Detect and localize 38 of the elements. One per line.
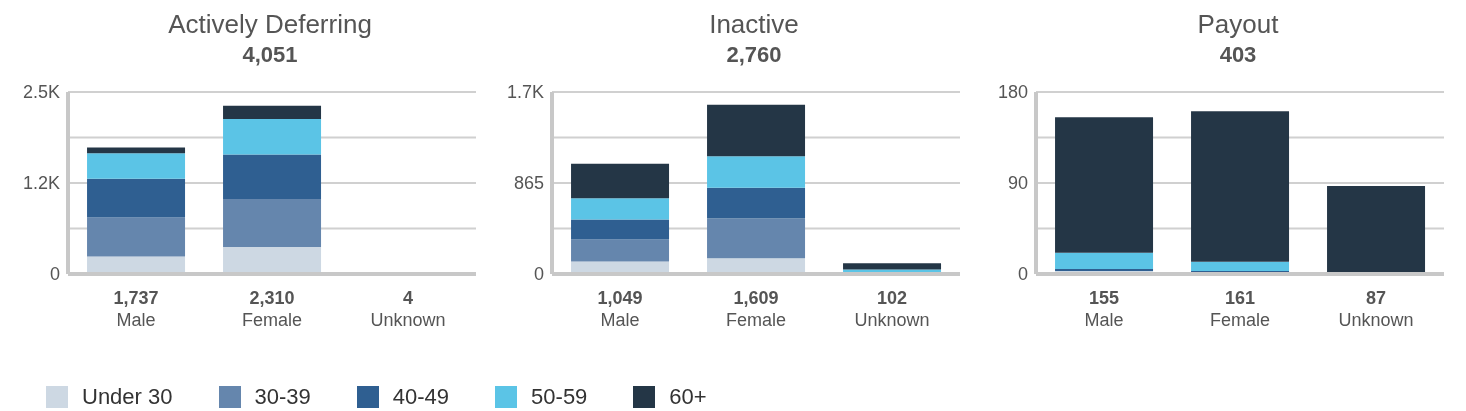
y-tick-label: 1.7K — [506, 82, 544, 103]
x-tick-label: Female — [241, 310, 303, 330]
legend-label: Under 30 — [82, 384, 173, 410]
y-tick-label: 0 — [49, 264, 60, 285]
x-tick-label: Female — [1209, 310, 1271, 330]
x-tick-label: Male — [600, 310, 640, 330]
total-label: 161 — [1224, 288, 1256, 308]
x-tick-label: Unknown — [370, 310, 446, 330]
total-label: 4 — [402, 288, 414, 308]
x-tick-label: Male — [1084, 310, 1124, 330]
y-tick-label: 180 — [997, 82, 1028, 103]
legend-label: 30-39 — [254, 384, 311, 410]
chart-subtitle: 4,051 — [241, 41, 299, 69]
x-tick-label: Male — [116, 310, 156, 330]
y-tick-label: 0 — [1017, 264, 1028, 285]
total-label: 1,737 — [113, 288, 159, 308]
legend-label: 60+ — [669, 384, 707, 410]
chart-title: Actively Deferring — [167, 8, 373, 40]
y-tick-label: 865 — [513, 173, 544, 194]
x-tick-label: Unknown — [1338, 310, 1414, 330]
chart-title: Inactive — [708, 8, 800, 40]
legend-label: 50-59 — [531, 384, 588, 410]
chart-subtitle: 2,760 — [725, 41, 783, 69]
total-label: 1,049 — [597, 288, 643, 308]
total-label: 102 — [876, 288, 908, 308]
x-tick-label: Unknown — [854, 310, 930, 330]
total-label: 2,310 — [249, 288, 295, 308]
legend-label: 40-49 — [392, 384, 450, 410]
y-tick-label: 0 — [533, 264, 544, 285]
y-tick-label: 1.2K — [22, 173, 60, 194]
x-tick-label: Female — [725, 310, 787, 330]
y-tick-label: 90 — [1007, 173, 1028, 194]
y-tick-label: 2.5K — [22, 82, 60, 103]
total-label: 155 — [1088, 288, 1120, 308]
chart-title: Payout — [1196, 8, 1280, 40]
total-label: 87 — [1365, 288, 1387, 308]
total-label: 1,609 — [733, 288, 779, 308]
chart-subtitle: 403 — [1218, 41, 1258, 69]
